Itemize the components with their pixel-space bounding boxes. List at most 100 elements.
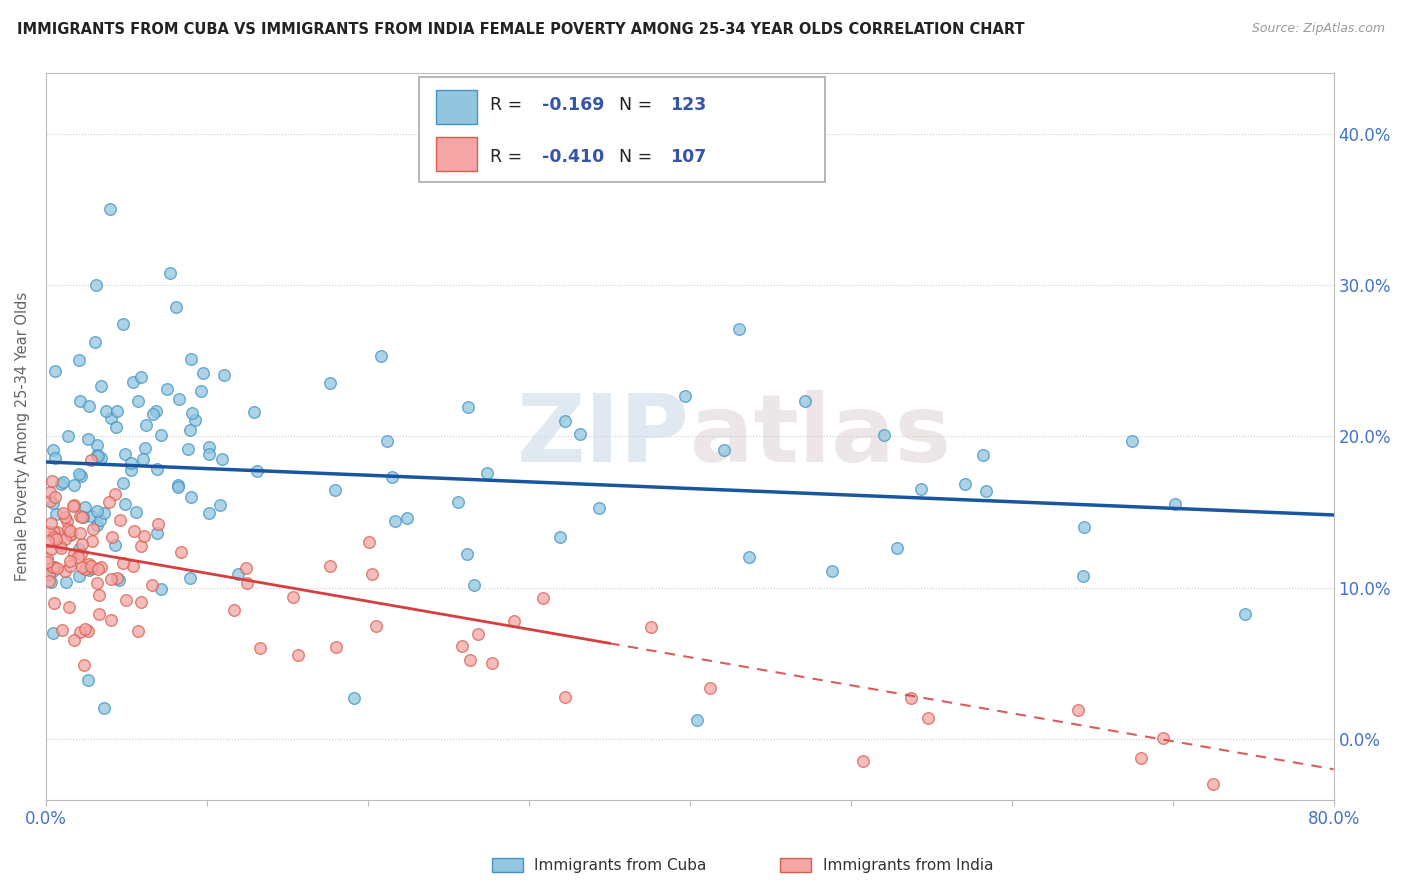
Point xyxy=(84,277,107,292)
Point xyxy=(713,442,735,457)
Point xyxy=(76,624,98,638)
Point xyxy=(100,411,122,425)
Point xyxy=(41,496,63,510)
Point xyxy=(56,429,79,443)
Point xyxy=(42,596,65,610)
Point xyxy=(686,713,709,727)
Point xyxy=(180,490,202,504)
Point xyxy=(51,623,73,637)
Point xyxy=(554,414,576,428)
Point xyxy=(90,560,112,574)
Point xyxy=(69,509,91,524)
Point xyxy=(41,541,63,556)
Point xyxy=(1071,569,1094,583)
FancyBboxPatch shape xyxy=(436,136,478,171)
Point xyxy=(447,495,470,509)
Point xyxy=(287,648,309,663)
Point xyxy=(105,571,128,585)
Point xyxy=(80,560,103,574)
Point xyxy=(166,478,188,492)
FancyBboxPatch shape xyxy=(419,77,825,182)
Point xyxy=(728,322,751,336)
Point xyxy=(366,619,388,633)
Point xyxy=(42,524,65,539)
Point xyxy=(974,484,997,499)
Text: 107: 107 xyxy=(671,148,707,166)
Point xyxy=(166,301,188,315)
Point xyxy=(115,593,138,607)
Point xyxy=(37,534,59,549)
Point xyxy=(90,378,112,392)
Point xyxy=(93,506,115,520)
Point xyxy=(127,394,149,409)
Point xyxy=(1233,607,1256,621)
Point xyxy=(588,501,610,516)
Point xyxy=(554,690,576,704)
Point xyxy=(148,516,170,531)
Point xyxy=(104,420,127,434)
Point xyxy=(1067,703,1090,717)
Point xyxy=(167,480,190,494)
Point xyxy=(467,627,489,641)
Point xyxy=(75,562,97,576)
Point xyxy=(42,625,65,640)
Point xyxy=(226,567,249,582)
Point xyxy=(457,400,479,414)
Text: -0.169: -0.169 xyxy=(541,95,605,114)
Point xyxy=(45,507,67,521)
Point xyxy=(460,653,482,667)
Point xyxy=(122,559,145,574)
Point xyxy=(170,544,193,558)
Point xyxy=(145,526,167,541)
Point xyxy=(41,442,63,457)
Point xyxy=(120,462,142,476)
Point xyxy=(1164,497,1187,511)
Point xyxy=(89,607,111,621)
Point xyxy=(72,537,94,551)
Point xyxy=(179,571,201,585)
Point xyxy=(737,549,759,564)
Point xyxy=(35,551,58,566)
Point xyxy=(37,555,59,569)
Point xyxy=(111,476,134,491)
Point xyxy=(886,541,908,555)
Point xyxy=(77,557,100,571)
Point xyxy=(52,506,75,520)
Point xyxy=(107,573,129,587)
Point xyxy=(190,384,212,399)
Point xyxy=(108,513,131,527)
Point xyxy=(41,560,63,574)
Text: R =: R = xyxy=(491,95,529,114)
Point xyxy=(100,573,122,587)
Point xyxy=(159,267,181,281)
Point xyxy=(1130,751,1153,765)
Point xyxy=(63,498,86,512)
Point xyxy=(146,462,169,476)
Point xyxy=(45,532,67,546)
Point xyxy=(86,503,108,517)
Point xyxy=(1073,519,1095,533)
Point xyxy=(319,558,342,573)
Point xyxy=(89,513,111,527)
Point xyxy=(150,582,173,597)
Point xyxy=(236,576,259,591)
Point xyxy=(41,474,63,488)
Point xyxy=(131,595,153,609)
Point xyxy=(112,556,135,570)
Point xyxy=(450,640,472,654)
Point xyxy=(249,640,271,655)
Point xyxy=(122,376,145,390)
Point xyxy=(568,426,591,441)
Point xyxy=(90,451,112,466)
Y-axis label: Female Poverty Among 25-34 Year Olds: Female Poverty Among 25-34 Year Olds xyxy=(15,292,30,581)
Point xyxy=(673,389,696,403)
Point xyxy=(59,528,82,542)
Point xyxy=(86,517,108,532)
Point xyxy=(793,394,815,409)
Point xyxy=(58,522,80,536)
Point xyxy=(129,370,152,384)
Point xyxy=(49,476,72,491)
Point xyxy=(481,656,503,670)
Point xyxy=(375,434,398,449)
Point xyxy=(100,613,122,627)
